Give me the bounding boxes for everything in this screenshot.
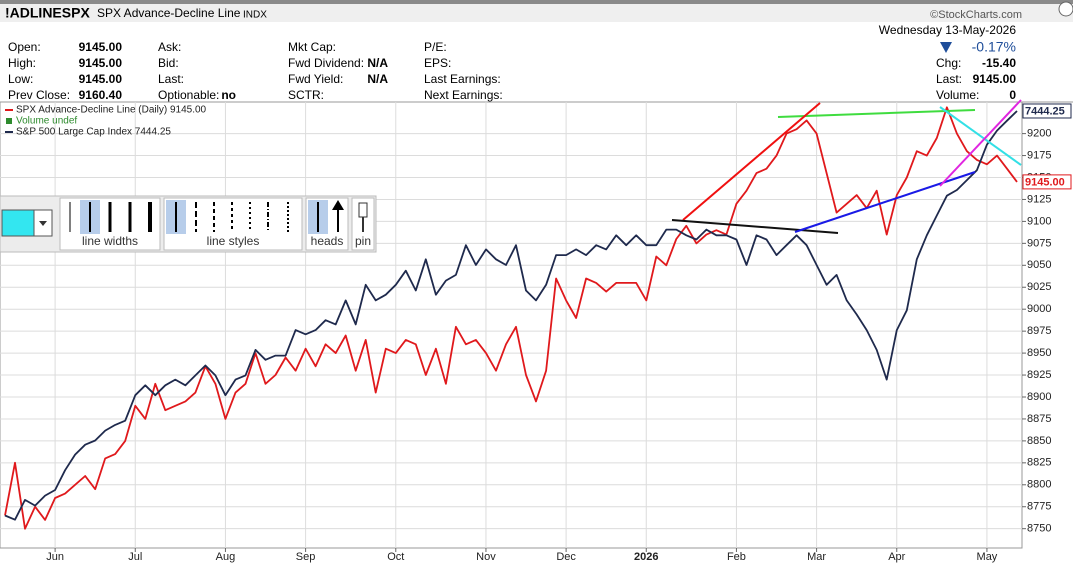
toolbar-label: heads — [311, 234, 344, 248]
trendline[interactable] — [939, 106, 1022, 166]
y-tick-label: 9075 — [1027, 237, 1051, 249]
field-label: Low: — [8, 72, 33, 86]
dropdown-arrow — [39, 221, 47, 226]
field-value: 0 — [1009, 88, 1016, 102]
x-tick-label: Aug — [216, 551, 236, 563]
series-lines — [4, 106, 1018, 530]
plot-area — [0, 101, 1023, 549]
field-value: 9145.00 — [973, 72, 1017, 86]
y-tick-label: 9125 — [1027, 193, 1051, 205]
field-value: -15.40 — [982, 56, 1016, 70]
last-value-label: 9145.00 — [1025, 176, 1065, 188]
y-tick-label: 9100 — [1027, 215, 1051, 227]
title-bar — [0, 4, 1073, 22]
field-label: Chg: — [936, 56, 961, 70]
field-label: Bid: — [158, 56, 179, 70]
quote-table: Open: 9145.00 High: 9145.00 Low: 9145.00 Prev … — [8, 40, 1016, 102]
y-tick-label: 8900 — [1027, 391, 1051, 403]
legend-label: Volume undef — [16, 116, 77, 127]
toolbar-label: line styles — [207, 234, 260, 248]
legend: SPX Advance-Decline Line (Daily) 9145.00… — [5, 105, 207, 138]
series-line — [4, 106, 1018, 530]
top-border — [0, 0, 1073, 4]
grid: 8750 8775 8800 8825 8850 8875 8900 8925 8950 8975… — [0, 102, 1051, 563]
trendline[interactable] — [682, 102, 821, 221]
field-value: 9145.00 — [79, 40, 123, 54]
x-tick-label: Jun — [46, 551, 64, 563]
down-arrow — [940, 42, 952, 53]
exchange: INDX — [243, 10, 267, 21]
field-label: High: — [8, 56, 36, 70]
field-label: P/E: — [424, 40, 447, 54]
field-label: Prev Close: — [8, 88, 70, 102]
source: ©StockCharts.com — [930, 9, 1022, 21]
field-value: no — [221, 88, 236, 102]
y-tick-label: 8850 — [1027, 435, 1051, 447]
x-tick-label: May — [977, 551, 998, 563]
drawing-toolbar: line widths line styles heads pin — [0, 195, 377, 253]
y-tick-label: 8875 — [1027, 413, 1051, 425]
trendline[interactable] — [939, 99, 1022, 187]
field-label: EPS: — [424, 56, 451, 70]
field-label: Ask: — [158, 40, 181, 54]
toolbar-label: line widths — [82, 234, 138, 248]
field-label: Last: — [158, 72, 184, 86]
date: Wednesday 13-May-2026 — [879, 23, 1017, 37]
last-value-label: 7444.25 — [1025, 105, 1065, 117]
x-tick-label: Mar — [807, 551, 826, 563]
y-tick-label: 8975 — [1027, 325, 1051, 337]
field-label: Last Earnings: — [424, 72, 501, 86]
field-value: 9145.00 — [79, 56, 123, 70]
x-tick-label: Nov — [476, 551, 496, 563]
field-label: SCTR: — [288, 88, 324, 102]
x-tick-label: Jul — [128, 551, 142, 563]
legend-label: S&P 500 Large Cap Index 7444.25 — [16, 127, 171, 138]
last-value-box — [1022, 174, 1072, 190]
field-value: 9160.40 — [79, 88, 123, 102]
legend-swatch — [6, 118, 12, 124]
color-swatch[interactable] — [1, 209, 35, 237]
field-label: Next Earnings: — [424, 88, 503, 102]
y-tick-label: 8750 — [1027, 523, 1051, 535]
close-button[interactable] — [1058, 1, 1073, 17]
y-tick-label: 8825 — [1027, 457, 1051, 469]
x-tick-label: Apr — [888, 551, 905, 563]
symbol: !ADLINESPX — [5, 5, 90, 21]
field-label: Last: — [936, 72, 962, 86]
y-tick-label: 9000 — [1027, 303, 1051, 315]
series-line — [4, 110, 1018, 521]
change-pct: -0.17% — [972, 39, 1016, 55]
y-tick-label: 9175 — [1027, 149, 1051, 161]
field-value: N/A — [367, 56, 388, 70]
drawings — [671, 99, 1022, 234]
field-label: Optionable: — [158, 88, 219, 102]
x-tick-label: Dec — [556, 551, 576, 563]
x-tick-label: Sep — [296, 551, 316, 563]
y-tick-label: 8775 — [1027, 501, 1051, 513]
legend-label: SPX Advance-Decline Line (Daily) 9145.00 — [16, 105, 207, 116]
instrument-name: SPX Advance-Decline Line — [97, 6, 241, 20]
field-label: Fwd Yield: — [288, 72, 343, 86]
field-label: Volume: — [936, 88, 979, 102]
field-value: N/A — [367, 72, 388, 86]
trendline[interactable] — [671, 219, 839, 234]
x-tick-label: Feb — [727, 551, 746, 563]
y-tick-label: 8925 — [1027, 369, 1051, 381]
field-value: 9145.00 — [79, 72, 123, 86]
y-tick-label: 8950 — [1027, 347, 1051, 359]
toolbar-label: pin — [355, 234, 371, 248]
trendline[interactable] — [777, 109, 976, 118]
field-label: Mkt Cap: — [288, 40, 336, 54]
last-value-box — [1022, 103, 1072, 119]
y-tick-label: 9025 — [1027, 281, 1051, 293]
y-tick-label: 9200 — [1027, 128, 1051, 140]
field-label: Open: — [8, 40, 41, 54]
y-tick-label: 8800 — [1027, 479, 1051, 491]
y-tick-label: 9050 — [1027, 259, 1051, 271]
x-tick-label: 2026 — [634, 551, 658, 563]
line-styles[interactable] — [163, 197, 303, 251]
x-tick-label: Oct — [387, 551, 404, 563]
field-label: Fwd Dividend: — [288, 56, 364, 70]
